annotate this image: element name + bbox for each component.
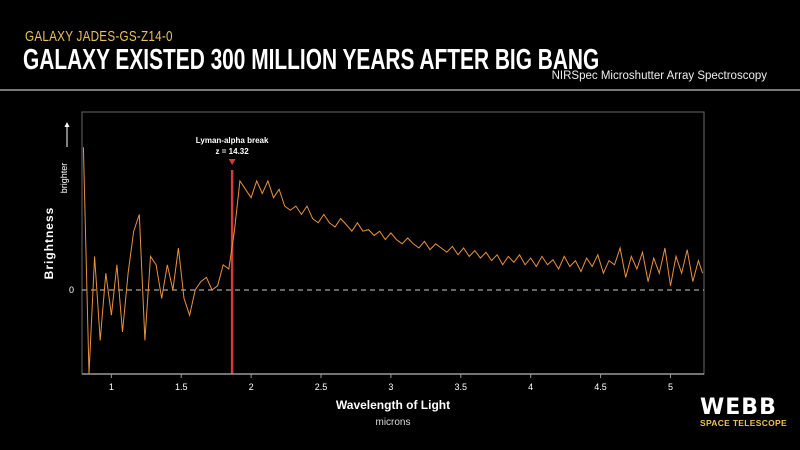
x-tick-label: 4.5 [594,382,607,392]
brighter-arrow-icon [64,122,70,127]
x-tick-label: 5 [668,382,673,392]
page-title: GALAXY EXISTED 300 MILLION YEARS AFTER B… [23,44,600,76]
annotation-line1: Lyman-alpha break [196,136,269,145]
x-tick-label: 3.5 [455,382,468,392]
y-axis-label: Brightness [42,207,56,280]
x-tick-label: 1 [109,382,114,392]
x-tick-label: 4 [528,382,533,392]
y-tick-label: 0 [69,285,74,295]
x-axis-label: Wavelength of Light [336,398,450,412]
galaxy-name: GALAXY JADES-GS-Z14-0 [25,28,173,45]
logo-sub: SPACE TELESCOPE [700,418,787,428]
logo-main: WEBB [700,395,777,420]
header-divider [0,89,800,91]
y-arrow-label: brighter [59,163,69,194]
x-tick-label: 3 [388,382,393,392]
spectrum-series-line [82,147,704,375]
x-tick-label: 2 [249,382,254,392]
x-tick-label: 2.5 [315,382,328,392]
webb-logo: WEBB SPACE TELESCOPE [700,395,787,428]
plot-frame [81,111,705,375]
instrument-label: NIRSpec Microshutter Array Spectroscopy [551,70,767,82]
x-tick-label: 1.5 [175,382,188,392]
annotation-line2: z = 14.32 [216,147,250,156]
lyman-alpha-marker-icon [228,159,236,165]
x-axis-unit: microns [375,417,410,428]
